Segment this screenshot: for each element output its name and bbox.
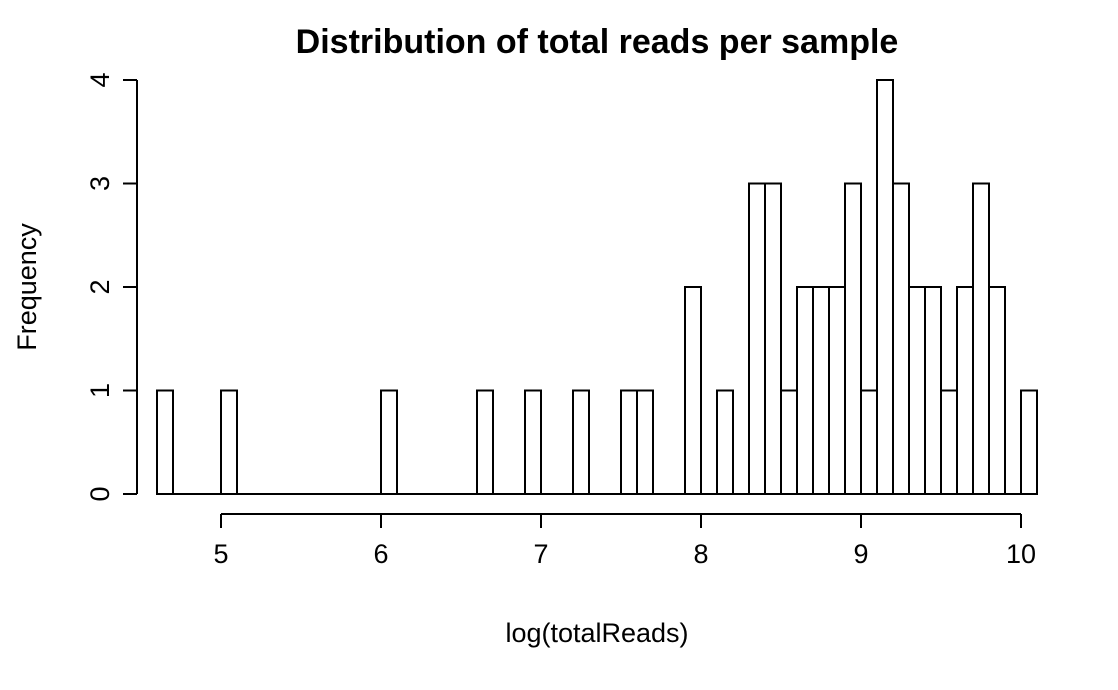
- histogram-bar: [876, 79, 894, 495]
- x-tick-label: 5: [213, 539, 228, 569]
- histogram-bar: [828, 286, 846, 495]
- histogram-bar: [524, 389, 542, 495]
- histogram-bar: [716, 389, 734, 495]
- x-tick-label: 6: [373, 539, 388, 569]
- histogram-bar: [796, 286, 814, 495]
- chart-title: Distribution of total reads per sample: [296, 23, 899, 61]
- histogram-bar: [972, 182, 990, 495]
- histogram-bar: [764, 182, 782, 495]
- histogram-bar: [924, 286, 942, 495]
- y-tick-label: 4: [85, 72, 115, 87]
- histogram-bars: [156, 79, 1038, 495]
- histogram-bar: [380, 389, 398, 495]
- y-tick-label: 3: [85, 176, 115, 191]
- histogram-bar: [1020, 389, 1038, 495]
- histogram-bar: [476, 389, 494, 495]
- histogram-bar: [956, 286, 974, 495]
- histogram-bar: [908, 286, 926, 495]
- histogram-bar: [780, 389, 798, 495]
- histogram-bar: [156, 389, 174, 495]
- histogram-bar: [572, 389, 590, 495]
- x-tick-label: 7: [533, 539, 548, 569]
- x-tick-label: 10: [1006, 539, 1036, 569]
- x-axis-label: log(totalReads): [505, 618, 688, 648]
- histogram-bar: [940, 389, 958, 495]
- histogram-bar: [988, 286, 1006, 495]
- histogram-bar: [748, 182, 766, 495]
- x-axis: 5 6 7 8 9 10: [213, 513, 1036, 569]
- histogram-bar: [860, 389, 878, 495]
- y-tick-label: 1: [85, 383, 115, 398]
- y-tick-label: 2: [85, 279, 115, 294]
- y-axis-label: Frequency: [12, 223, 42, 351]
- x-tick-label: 8: [693, 539, 708, 569]
- histogram-bar: [636, 389, 654, 495]
- histogram-bar: [844, 182, 862, 495]
- histogram-bar: [812, 286, 830, 495]
- histogram-bar: [620, 389, 638, 495]
- x-tick-label: 9: [853, 539, 868, 569]
- histogram-bar: [684, 286, 702, 495]
- histogram-bar: [892, 182, 910, 495]
- y-axis: 0 1 2 3 4: [85, 72, 138, 502]
- histogram-bar: [220, 389, 238, 495]
- y-tick-label: 0: [85, 486, 115, 501]
